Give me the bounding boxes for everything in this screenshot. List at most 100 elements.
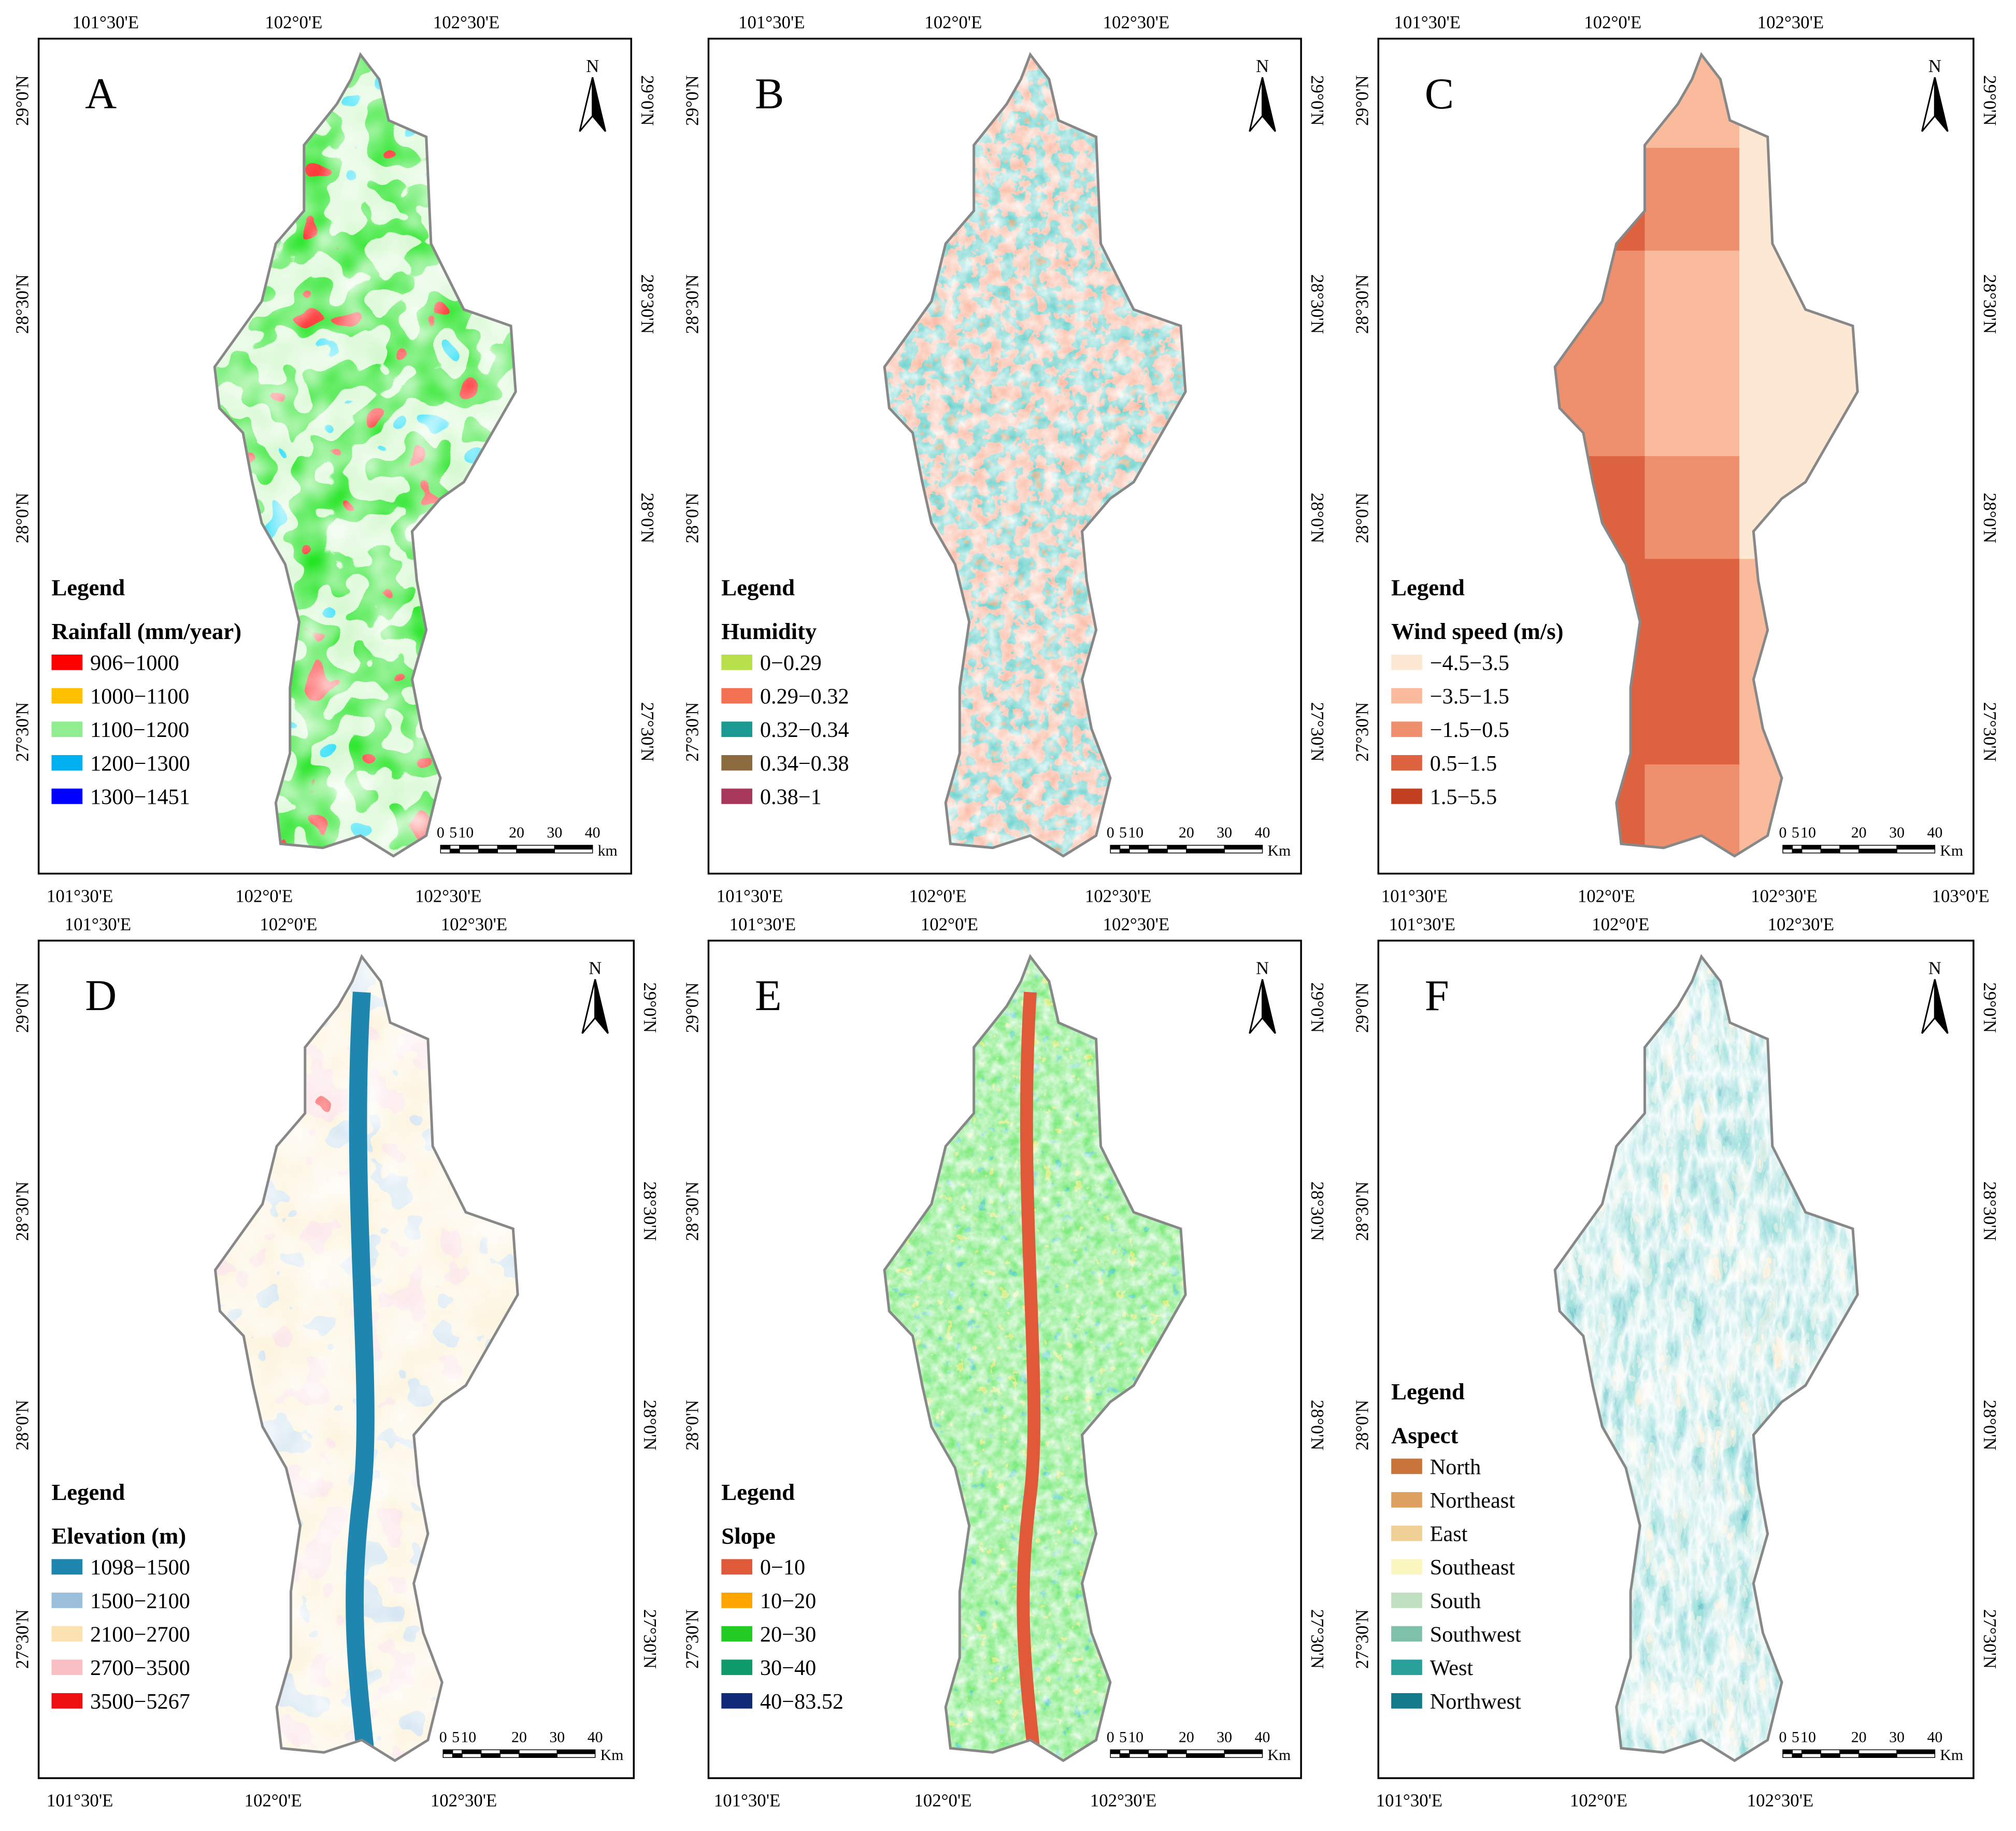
legend-swatch [721, 1659, 752, 1676]
left-tick-label: 28°30'N [12, 274, 33, 334]
scale-label: 10 [461, 1728, 476, 1745]
legend-label: South [1430, 1589, 1481, 1613]
left-tick-label: 27°30'N [1352, 1609, 1372, 1669]
north-label: N [1256, 958, 1269, 978]
scale-label: 5 [1792, 824, 1799, 841]
legend-label: 20−30 [760, 1622, 816, 1647]
left-tick-label: 28°30'N [12, 1182, 33, 1241]
right-tick-label: 28°0'N [1980, 1400, 2000, 1451]
scale-label: 20 [1851, 1728, 1867, 1745]
bottom-tick-label: 102°30'E [1747, 1791, 1813, 1811]
north-arrow-icon: N [579, 56, 606, 132]
top-tick-label: 102°0'E [921, 914, 978, 934]
scale-label: 0 [1779, 1728, 1787, 1745]
map-panel-b: B N 101°30'E 102°0'E 102°30'E 101°30'E 102°0'E… [682, 12, 1327, 906]
top-tick-label: 101°30'E [1389, 914, 1455, 934]
legend-item: 0.5−1.5 [1391, 751, 1497, 776]
legend-label: 1100−1200 [90, 718, 189, 742]
left-tick-label: 28°30'N [682, 274, 703, 334]
north-label: N [1928, 958, 1941, 978]
scale-label: 40 [1255, 1728, 1270, 1745]
legend-item: 1200−1300 [51, 751, 190, 776]
right-tick-label: 28°30'N [1307, 274, 1327, 334]
top-tick-label: 102°30'E [1768, 914, 1834, 934]
scale-unit: km [598, 842, 618, 859]
legend-heading: Legend [51, 1479, 125, 1505]
legend-swatch [1391, 1693, 1422, 1709]
right-tick-label: 27°30'N [1980, 1609, 2000, 1669]
legend-swatch [1391, 688, 1422, 704]
left-tick-label: 28°30'N [1352, 1182, 1372, 1241]
legend-swatch [51, 1593, 83, 1608]
legend-swatch [1391, 755, 1422, 771]
panel-letter: D [85, 972, 117, 1020]
legend-heading: Legend [51, 575, 125, 601]
top-tick-label: 102°30'E [1103, 12, 1169, 33]
scale-label: 5 [1119, 1728, 1127, 1745]
legend-label: 0.5−1.5 [1430, 751, 1497, 776]
legend-swatch [51, 1626, 83, 1642]
legend-swatch [51, 721, 83, 737]
top-tick-label: 101°30'E [1394, 12, 1461, 33]
legend-title: Slope [721, 1523, 775, 1549]
watershed-boundary [1553, 52, 1859, 858]
legend-item: 20−30 [721, 1622, 816, 1647]
scale-label: 10 [1128, 824, 1143, 841]
right-tick-label: 28°0'N [1307, 1400, 1327, 1451]
right-tick-label: 28°0'N [1307, 493, 1327, 544]
left-tick-label: 29°0'N [1352, 982, 1372, 1033]
right-tick-label: 28°0'N [1980, 493, 2000, 544]
legend-heading: Legend [1391, 575, 1465, 601]
legend-item: 1500−2100 [51, 1589, 190, 1613]
left-tick-label: 27°30'N [1352, 702, 1372, 762]
right-tick-label: 28°30'N [640, 1182, 660, 1241]
left-tick-label: 29°0'N [682, 982, 703, 1033]
legend-label: 0.29−0.32 [760, 684, 849, 708]
legend-item: 0.32−0.34 [721, 718, 849, 742]
legend-swatch [1391, 1593, 1422, 1608]
right-tick-label: 28°30'N [1307, 1182, 1327, 1241]
scale-label: 5 [449, 824, 457, 841]
scale-unit: Km [1940, 842, 1963, 859]
scale-label: 20 [1179, 1728, 1194, 1745]
legend-item: South [1391, 1589, 1481, 1613]
top-tick-label: 102°30'E [1757, 12, 1824, 33]
legend-item: 3500−5267 [51, 1690, 190, 1714]
scale-unit: Km [1267, 1747, 1291, 1764]
scale-label: 0 [439, 1728, 447, 1745]
legend-swatch [51, 1559, 83, 1575]
legend-swatch [1391, 1458, 1422, 1474]
legend-item: −4.5−3.5 [1391, 651, 1509, 675]
legend-item: 906−1000 [51, 651, 179, 675]
right-tick-label: 27°30'N [1307, 1609, 1327, 1669]
legend-item: North [1391, 1455, 1481, 1479]
panel-letter: E [755, 972, 782, 1020]
left-tick-label: 28°0'N [1352, 493, 1372, 544]
scale-label: 0 [1107, 1728, 1114, 1745]
legend-label: 0−10 [760, 1555, 805, 1580]
left-tick-label: 28°30'N [1352, 274, 1372, 334]
legend-label: 2700−3500 [90, 1656, 190, 1680]
legend-swatch [721, 1593, 752, 1608]
legend-swatch [721, 1559, 752, 1575]
scale-label: 30 [1889, 824, 1905, 841]
map-panel-e: E N 101°30'E 102°0'E 102°30'E 101°30'E 102°0'E… [682, 914, 1327, 1811]
watershed-boundary [1553, 954, 1859, 1763]
left-tick-label: 28°0'N [682, 1400, 703, 1451]
bottom-tick-label: 101°30'E [1376, 1791, 1442, 1811]
scale-label: 10 [1800, 1728, 1816, 1745]
scale-unit: Km [1267, 842, 1291, 859]
watershed-boundary [213, 52, 517, 858]
bottom-tick-label: 102°0'E [235, 886, 293, 906]
right-tick-label: 29°0'N [1307, 982, 1327, 1033]
legend-swatch [721, 721, 752, 737]
scale-label: 10 [1800, 824, 1816, 841]
legend-item: 10−20 [721, 1589, 816, 1613]
legend-label: 906−1000 [90, 651, 179, 675]
panel-letter: A [85, 70, 117, 118]
legend-title: Wind speed (m/s) [1391, 618, 1563, 644]
